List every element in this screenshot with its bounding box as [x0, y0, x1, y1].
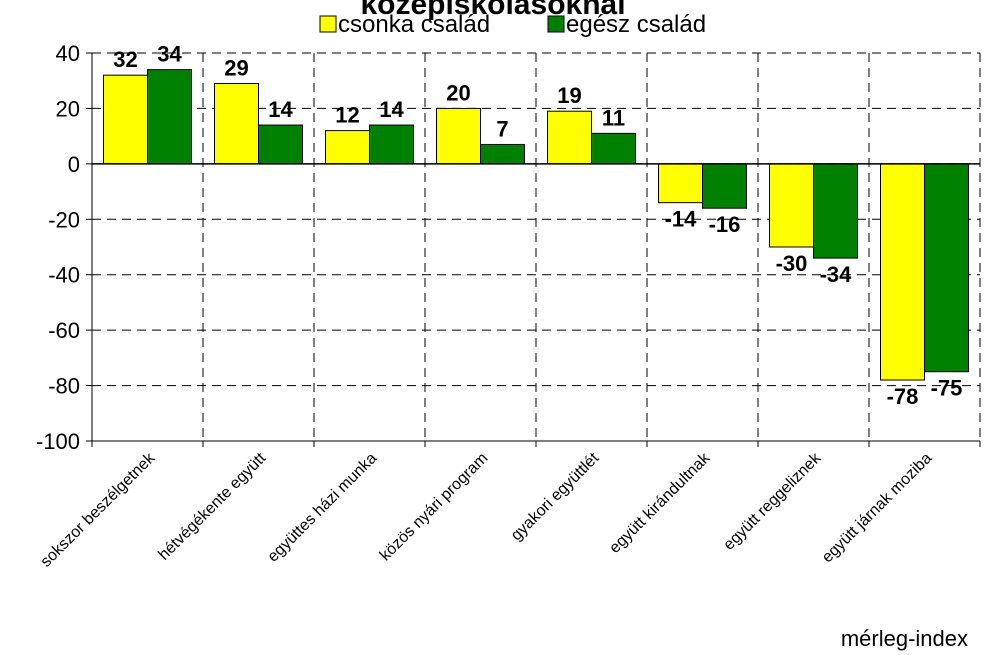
bar-1-1 — [258, 124, 303, 165]
y-axis-ticks: 40 20 0 -20 -40 -60 -80 -100 — [36, 41, 92, 454]
bar-0-3 — [436, 107, 481, 165]
data-label-0-3: 20 — [446, 80, 470, 105]
data-label-1-3: 7 — [496, 116, 508, 141]
bar-1-4 — [591, 132, 636, 165]
y-tick-label: -20 — [48, 207, 80, 232]
y-tick-label: -100 — [36, 429, 80, 454]
data-label-1-5: -16 — [709, 212, 741, 237]
bar-0-7 — [880, 163, 925, 381]
y-tick-label: -60 — [48, 318, 80, 343]
data-label-1-0: 34 — [157, 42, 182, 67]
legend: csonka család egész család — [319, 11, 706, 38]
legend-swatch-1 — [547, 15, 565, 33]
y-tick-label: -80 — [48, 374, 80, 399]
data-label-0-6: -30 — [776, 251, 808, 276]
bar-0-6 — [769, 163, 814, 248]
y-tick-label: 20 — [56, 96, 80, 121]
bar-0-4 — [547, 110, 592, 165]
bar-1-6 — [813, 163, 858, 259]
x-tick-label: közös nyári program — [377, 450, 492, 565]
data-label-0-7: -78 — [887, 384, 919, 409]
bar-1-2 — [369, 124, 414, 165]
bar-1-5 — [702, 163, 747, 209]
unit-label: mérleg-index — [841, 626, 968, 651]
data-label-1-7: -75 — [931, 376, 963, 401]
y-tick-label: 40 — [56, 41, 80, 66]
data-label-0-4: 19 — [557, 83, 581, 108]
data-label-1-4: 11 — [602, 105, 625, 130]
x-tick-label: sokszor beszélgetnek — [38, 449, 160, 571]
bar-0-0 — [103, 74, 148, 165]
legend-label-1: egész család — [566, 11, 706, 38]
data-label-0-2: 12 — [335, 103, 359, 128]
y-tick-label: 0 — [68, 152, 80, 177]
bars — [103, 69, 969, 381]
y-tick-label: -40 — [48, 263, 80, 288]
bar-0-1 — [214, 82, 259, 165]
legend-label-0: csonka család — [338, 11, 490, 38]
data-label-1-2: 14 — [379, 97, 404, 122]
data-label-0-5: -14 — [665, 207, 698, 232]
data-label-1-6: -34 — [820, 262, 853, 287]
data-label-0-1: 29 — [224, 55, 248, 80]
bar-1-3 — [480, 143, 525, 165]
bar-1-0 — [147, 69, 192, 165]
x-tick-label: együtt reggeliznek — [720, 449, 825, 554]
x-tick-label: gyakori együttlét — [508, 449, 603, 544]
legend-swatch-0 — [319, 15, 337, 33]
x-tick-label: hétvégékente együtt — [155, 449, 269, 563]
bar-0-5 — [658, 163, 703, 204]
data-label-1-1: 14 — [268, 97, 293, 122]
data-label-0-0: 32 — [113, 47, 137, 72]
x-tick-label: együttes házi munka — [265, 450, 381, 566]
data-labels: 32 34 29 14 12 14 20 7 19 11 -14 -16 -30 -34 -78 -75 — [113, 42, 962, 409]
bar-0-2 — [325, 130, 370, 165]
x-tick-label: együtt kirándultnak — [606, 449, 714, 557]
bar-1-7 — [924, 163, 969, 373]
x-tick-label: együtt járnak moziba — [819, 450, 935, 566]
